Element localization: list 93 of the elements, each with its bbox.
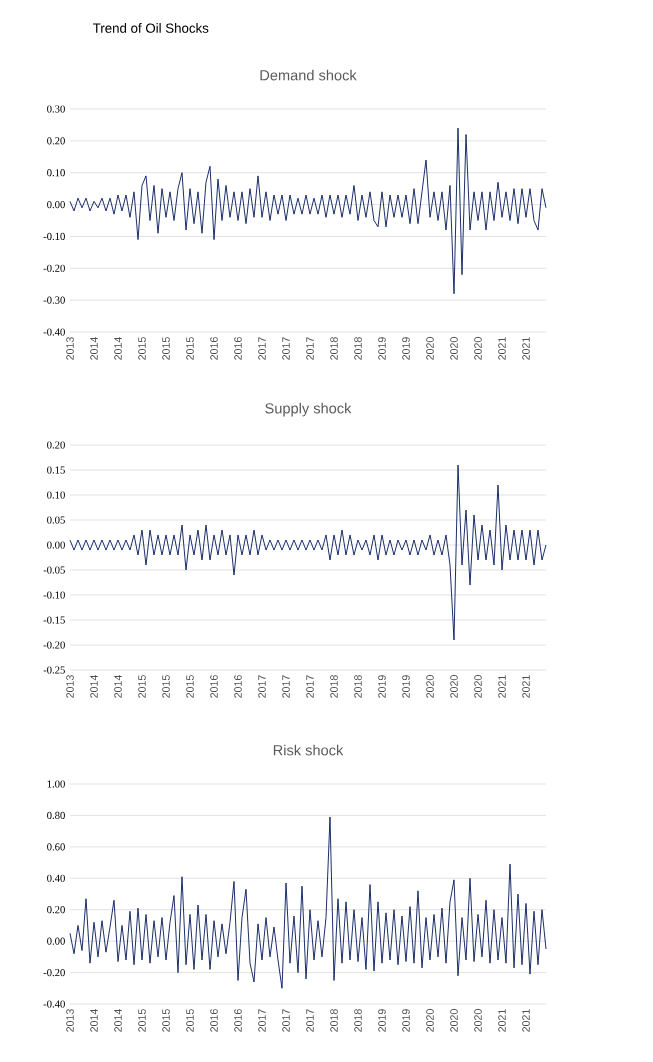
x-tick-label: 2014 xyxy=(114,675,122,698)
x-tick-label: 2019 xyxy=(378,337,386,360)
x-tick-label: 2014 xyxy=(90,675,98,698)
chart-title: Risk shock xyxy=(273,744,344,756)
y-tick-label: 0.10 xyxy=(47,491,65,499)
x-tick-label: 2015 xyxy=(138,337,146,360)
y-tick-label: 0.20 xyxy=(47,906,65,914)
x-tick-label: 2018 xyxy=(330,1009,338,1032)
x-tick-label: 2015 xyxy=(186,1009,194,1032)
x-tick-label: 2017 xyxy=(258,337,266,360)
x-tick-label: 2021 xyxy=(522,1009,530,1032)
x-tick-label: 2016 xyxy=(210,337,218,360)
x-tick-label: 2021 xyxy=(522,675,530,698)
x-tick-label: 2017 xyxy=(258,675,266,698)
x-tick-label: 2020 xyxy=(450,675,458,698)
x-tick-label: 2015 xyxy=(186,675,194,698)
x-tick-label: 2014 xyxy=(90,337,98,360)
y-tick-label: -0.40 xyxy=(43,328,65,336)
chart-title: Demand shock xyxy=(260,69,357,81)
y-tick-label: -0.25 xyxy=(43,666,65,674)
x-tick-label: 2020 xyxy=(474,675,482,698)
y-tick-label: -0.20 xyxy=(43,968,65,977)
y-tick-label: 1.00 xyxy=(47,780,65,788)
y-tick-label: -0.10 xyxy=(43,232,65,241)
y-tick-label: -0.20 xyxy=(43,264,65,272)
x-tick-label: 2016 xyxy=(234,1009,242,1032)
x-tick-label: 2014 xyxy=(90,1009,98,1032)
y-tick-label: 0.10 xyxy=(47,169,65,177)
x-tick-label: 2017 xyxy=(306,337,314,360)
line-series xyxy=(69,464,547,641)
x-tick-label: 2014 xyxy=(114,337,122,360)
x-tick-label: 2020 xyxy=(426,675,434,698)
x-tick-label: 2015 xyxy=(186,337,194,360)
line-series xyxy=(69,816,547,989)
y-tick-label: 0.05 xyxy=(47,516,65,524)
y-tick-label: 0.40 xyxy=(47,874,65,882)
x-tick-label: 2020 xyxy=(426,1009,434,1032)
y-tick-label: -0.05 xyxy=(43,566,65,574)
x-tick-label: 2018 xyxy=(330,675,338,698)
x-tick-label: 2020 xyxy=(426,337,434,360)
x-tick-label: 2017 xyxy=(282,675,290,698)
x-tick-label: 2017 xyxy=(306,1009,314,1032)
x-tick-label: 2017 xyxy=(306,675,314,698)
x-tick-label: 2021 xyxy=(498,675,506,698)
text: Trend of Oil Shocks xyxy=(92,23,209,33)
x-tick-label: 2019 xyxy=(402,337,410,360)
x-tick-label: 2015 xyxy=(162,1009,170,1032)
x-tick-label: 2019 xyxy=(402,1009,410,1032)
x-tick-label: 2021 xyxy=(522,337,530,360)
x-tick-label: 2019 xyxy=(402,675,410,698)
x-tick-label: 2016 xyxy=(234,337,242,360)
y-tick-label: 0.60 xyxy=(47,843,65,851)
y-tick-label: 0.20 xyxy=(47,137,65,145)
y-tick-label: -0.30 xyxy=(43,296,65,304)
x-tick-label: 2013 xyxy=(66,337,74,360)
x-tick-label: 2015 xyxy=(138,1009,146,1032)
y-tick-label: -0.10 xyxy=(43,591,65,599)
x-tick-label: 2020 xyxy=(450,1009,458,1032)
x-tick-label: 2016 xyxy=(234,675,242,698)
x-tick-label: 2018 xyxy=(354,675,362,698)
x-tick-label: 2019 xyxy=(378,675,386,698)
x-tick-label: 2016 xyxy=(210,675,218,698)
x-tick-label: 2017 xyxy=(282,1009,290,1032)
x-tick-label: 2017 xyxy=(282,337,290,360)
x-tick-label: 2018 xyxy=(330,337,338,360)
y-tick-label: 0.20 xyxy=(47,441,65,449)
chart-title: Supply shock xyxy=(265,402,352,417)
x-tick-label: 2017 xyxy=(258,1009,266,1032)
x-tick-label: 2021 xyxy=(498,337,506,360)
x-tick-label: 2019 xyxy=(378,1009,386,1032)
x-tick-label: 2018 xyxy=(354,337,362,360)
y-tick-label: 0.00 xyxy=(47,937,65,945)
x-tick-label: 2015 xyxy=(162,675,170,698)
y-tick-label: 0.00 xyxy=(47,200,65,209)
y-tick-label: 0.80 xyxy=(47,811,65,820)
x-tick-label: 2020 xyxy=(450,337,458,360)
y-tick-label: -0.15 xyxy=(43,616,65,624)
line-series xyxy=(69,127,547,295)
x-tick-label: 2021 xyxy=(498,1009,506,1032)
x-tick-label: 2013 xyxy=(66,675,74,698)
y-tick-label: -0.20 xyxy=(43,641,65,649)
x-tick-label: 2020 xyxy=(474,1009,482,1032)
x-tick-label: 2015 xyxy=(162,337,170,360)
x-tick-label: 2018 xyxy=(354,1009,362,1032)
y-tick-label: 0.00 xyxy=(47,541,65,549)
y-tick-label: 0.15 xyxy=(47,466,65,474)
x-tick-label: 2020 xyxy=(474,337,482,360)
x-tick-label: 2015 xyxy=(138,675,146,698)
x-tick-label: 2016 xyxy=(210,1009,218,1032)
x-tick-label: 2013 xyxy=(66,1009,74,1032)
x-tick-label: 2014 xyxy=(114,1009,122,1032)
y-tick-label: 0.30 xyxy=(47,105,65,113)
y-tick-label: -0.40 xyxy=(43,1000,65,1008)
